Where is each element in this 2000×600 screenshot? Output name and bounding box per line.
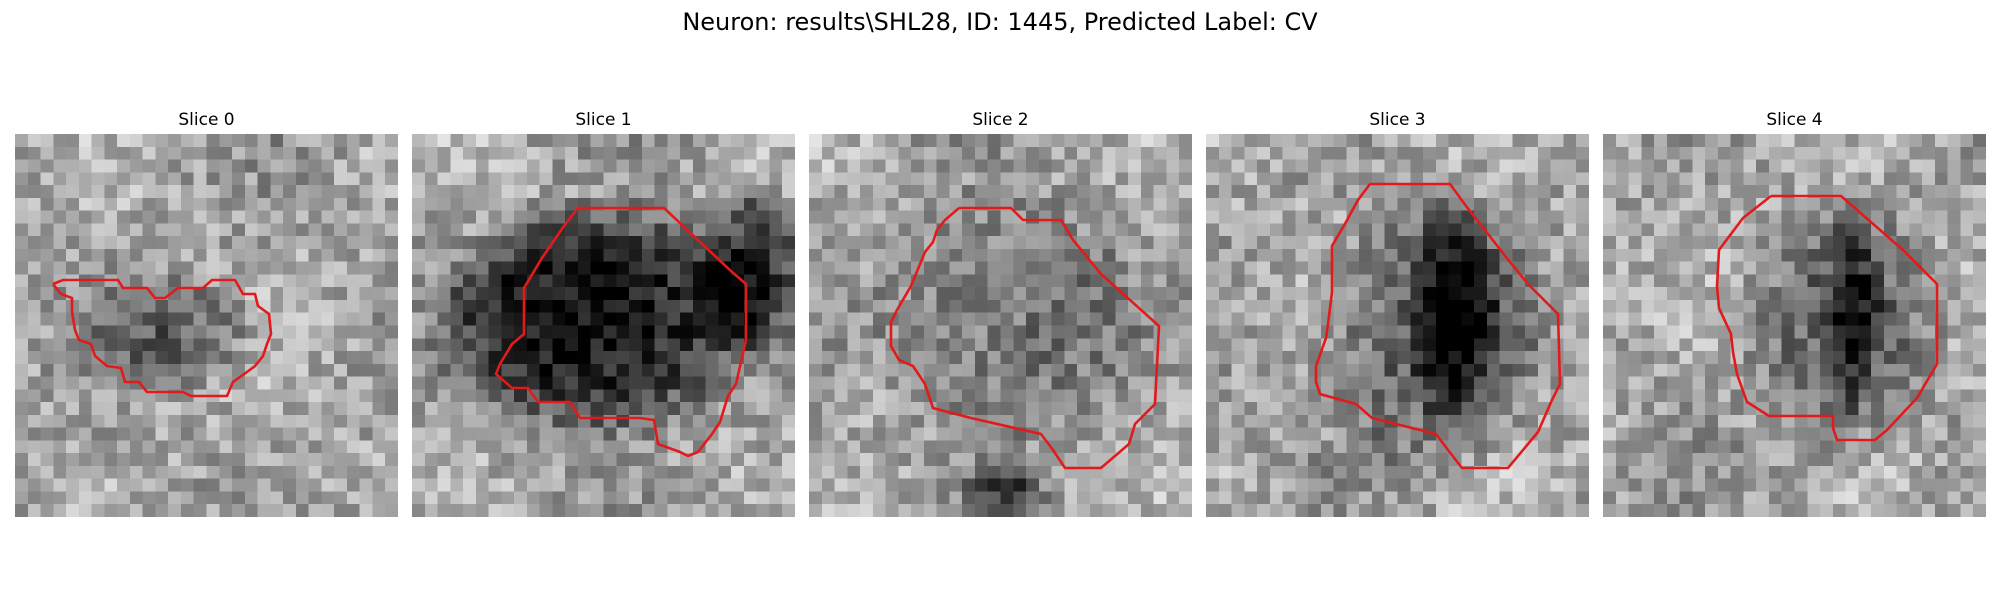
slice-panel-1: Slice 1 bbox=[412, 108, 795, 517]
slice-title-4: Slice 4 bbox=[1766, 110, 1823, 130]
contour-overlay-3 bbox=[1314, 182, 1562, 470]
slice-title-1: Slice 1 bbox=[575, 110, 632, 130]
slice-panel-4: Slice 4 bbox=[1603, 108, 1986, 517]
slice-image-2 bbox=[809, 134, 1192, 517]
contour-overlay-0 bbox=[51, 278, 273, 398]
segmentation-contour-4 bbox=[1715, 194, 1939, 442]
slice-image-4 bbox=[1603, 134, 1986, 517]
slice-image-1 bbox=[412, 134, 795, 517]
segmentation-contour-2 bbox=[889, 206, 1161, 470]
figure-title: Neuron: results\SHL28, ID: 1445, Predict… bbox=[682, 8, 1318, 36]
slice-pixels-2 bbox=[809, 134, 1192, 517]
segmentation-contour-1 bbox=[494, 206, 748, 458]
slice-image-3 bbox=[1206, 134, 1589, 517]
segmentation-contour-3 bbox=[1314, 182, 1562, 470]
contour-overlay-1 bbox=[494, 206, 748, 458]
slice-title-2: Slice 2 bbox=[972, 110, 1029, 130]
slice-pixels-1 bbox=[412, 134, 795, 517]
slice-title-3: Slice 3 bbox=[1369, 110, 1426, 130]
slice-pixels-0 bbox=[15, 134, 398, 517]
slice-pixels-4 bbox=[1603, 134, 1986, 517]
segmentation-contour-0 bbox=[51, 278, 273, 398]
slice-panel-3: Slice 3 bbox=[1206, 108, 1589, 517]
slice-panel-2: Slice 2 bbox=[809, 108, 1192, 517]
contour-overlay-4 bbox=[1715, 194, 1939, 442]
slice-title-0: Slice 0 bbox=[178, 110, 235, 130]
slice-panel-0: Slice 0 bbox=[15, 108, 398, 517]
contour-overlay-2 bbox=[889, 206, 1161, 470]
slice-pixels-3 bbox=[1206, 134, 1589, 517]
slice-image-0 bbox=[15, 134, 398, 517]
